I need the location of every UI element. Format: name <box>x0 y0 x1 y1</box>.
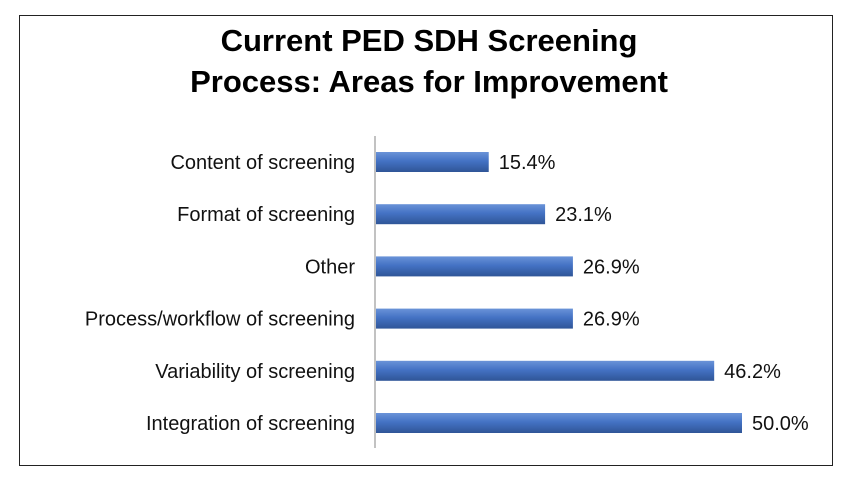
bar <box>376 360 715 381</box>
chart-title-line-1: Current PED SDH Screening <box>220 23 638 58</box>
data-label: 23.1% <box>555 204 612 226</box>
category-label: Process/workflow of screening <box>85 309 355 331</box>
bar <box>376 413 742 433</box>
bar <box>376 152 489 172</box>
chart-frame <box>19 15 833 466</box>
data-label: 50.0% <box>752 413 809 435</box>
bar <box>376 256 573 277</box>
bar <box>376 204 546 225</box>
category-label: Variability of screening <box>155 361 355 383</box>
data-label: 26.9% <box>583 256 640 278</box>
chart-title-line-2: Process: Areas for Improvement <box>190 64 668 99</box>
data-label: 26.9% <box>583 309 640 331</box>
chart-title: Current PED SDH Screening Process: Areas… <box>0 20 858 102</box>
data-label: 15.4% <box>499 152 556 174</box>
category-label: Integration of screening <box>146 413 355 435</box>
category-label: Other <box>305 256 355 278</box>
bar <box>376 308 573 329</box>
category-label: Content of screening <box>170 152 355 174</box>
data-label: 46.2% <box>724 361 781 383</box>
category-label: Format of screening <box>177 204 355 226</box>
